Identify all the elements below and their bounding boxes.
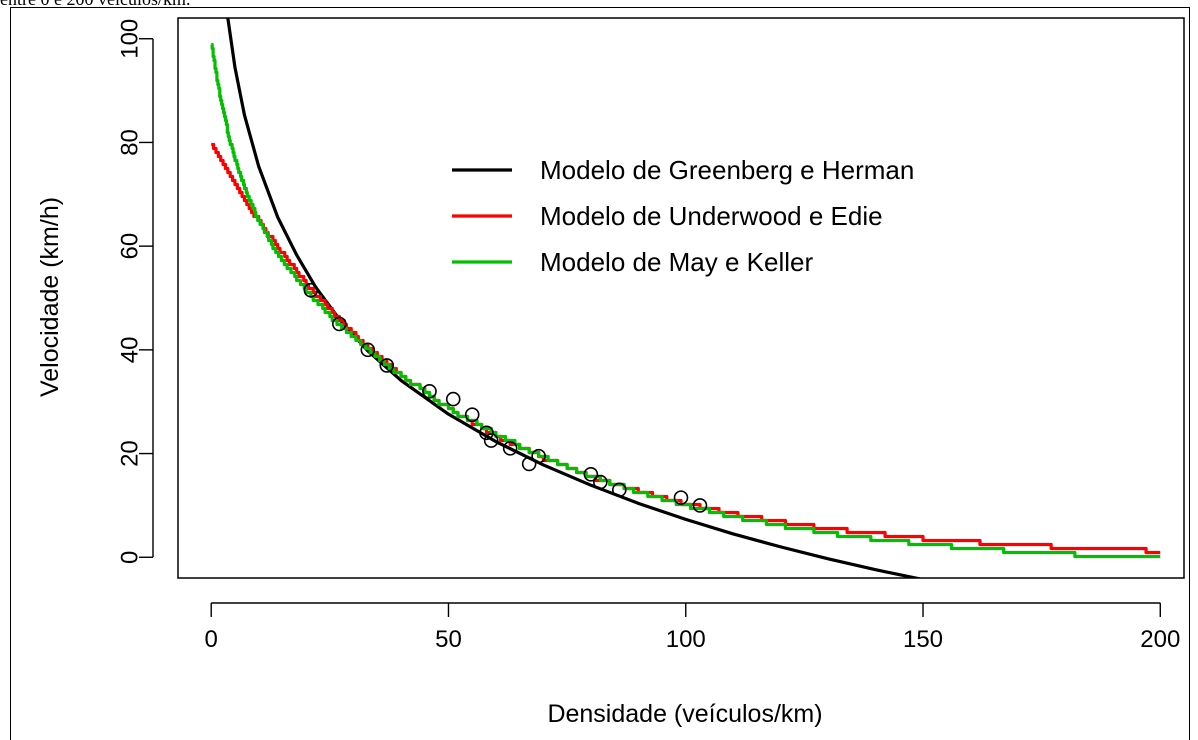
data-point — [593, 474, 608, 490]
data-point — [502, 441, 518, 456]
x-tick-label: 50 — [435, 626, 462, 653]
data-point — [422, 384, 437, 399]
data-point — [673, 490, 689, 505]
data-point — [303, 282, 319, 298]
y-tick-label: 80 — [117, 129, 144, 156]
series-line-0 — [226, 18, 924, 578]
x-tick-label: 200 — [1140, 626, 1180, 653]
x-tick-label: 100 — [666, 626, 706, 653]
figure-frame — [10, 7, 1190, 740]
y-tick-label: 0 — [117, 551, 144, 564]
data-point — [692, 498, 708, 513]
caption-fragment: entre 0 e 200 veículos/km. — [0, 0, 190, 10]
data-point — [483, 433, 499, 448]
y-tick-label: 40 — [117, 337, 144, 364]
data-point — [360, 342, 376, 358]
data-point — [379, 358, 395, 373]
data-point — [445, 391, 461, 407]
y-tick-label: 60 — [117, 233, 144, 260]
x-axis-title: Densidade (veículos/km) — [547, 700, 822, 728]
data-point — [521, 456, 537, 472]
x-tick-label: 150 — [903, 626, 943, 653]
data-point — [612, 482, 627, 498]
legend: Modelo de Greenberg e Herman Modelo de Un… — [452, 155, 914, 277]
data-point — [464, 407, 480, 422]
y-axis-title: Velocidade (km/h) — [36, 197, 64, 397]
y-tick-label: 20 — [117, 440, 144, 467]
data-point — [332, 316, 347, 332]
series-layer — [210, 18, 1161, 578]
plot-area — [177, 17, 1185, 579]
y-tick-label: 100 — [117, 19, 144, 59]
x-tick-label: 0 — [205, 626, 218, 653]
data-point — [583, 466, 599, 482]
data-point — [479, 425, 494, 441]
legend-entry: Modelo de Greenberg e Herman — [540, 155, 914, 185]
legend-entry: Modelo de May e Keller — [540, 247, 813, 277]
series-line-2 — [210, 42, 1161, 559]
legend-entry: Modelo de Underwood e Edie — [540, 201, 883, 231]
axis-layer: 0 50 100 150 200 0 20 40 60 80 100 — [117, 19, 1181, 653]
data-point — [531, 448, 546, 464]
